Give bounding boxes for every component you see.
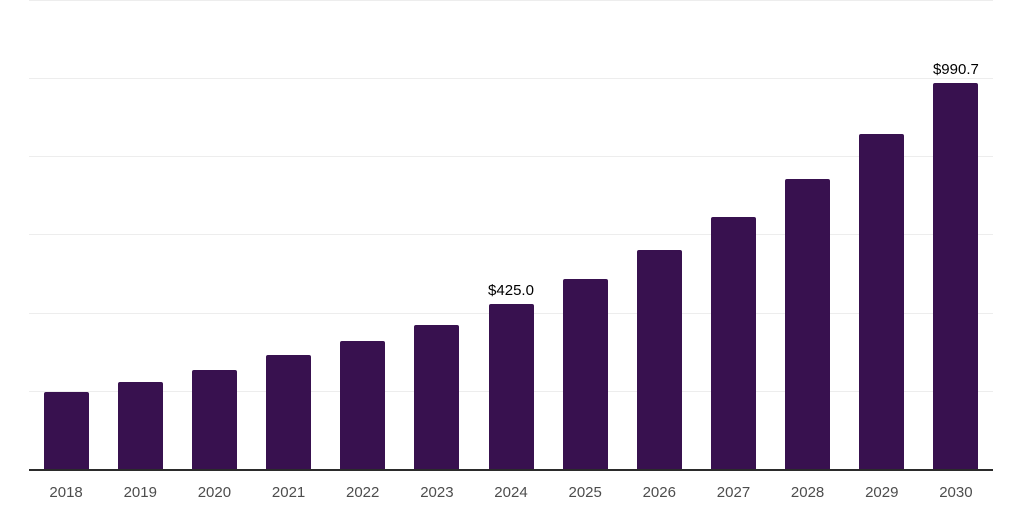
x-tick-2025: 2025 xyxy=(568,484,602,501)
bar-2024 xyxy=(488,303,534,470)
bar-2025 xyxy=(562,278,608,470)
x-tick-2026: 2026 xyxy=(642,484,676,501)
plot-area: 2018 2019 2020 2021 2022 2023 2024 2025 2026 2027… xyxy=(29,0,993,501)
x-tick-2027: 2027 xyxy=(716,484,751,501)
gridline-1000 xyxy=(29,78,993,79)
gridline-800 xyxy=(29,156,993,158)
x-axis-line xyxy=(29,469,993,471)
x-tick-2019: 2019 xyxy=(123,484,157,501)
bar-2029 xyxy=(859,134,905,470)
bar-2022 xyxy=(340,341,386,470)
x-tick-2029: 2029 xyxy=(865,484,899,501)
gridline-1200 xyxy=(29,0,993,1)
bar-2027 xyxy=(711,217,756,470)
bar-2028 xyxy=(785,179,831,470)
bar-2026 xyxy=(636,249,682,470)
x-tick-2030: 2030 xyxy=(939,484,973,501)
x-tick-2021: 2021 xyxy=(271,484,306,501)
x-tick-2022: 2022 xyxy=(346,484,380,501)
bar-2019 xyxy=(117,382,163,470)
value-label-2024: $425.0 xyxy=(488,281,534,299)
x-tick-2023: 2023 xyxy=(420,484,454,501)
value-label-2030: $990.7 xyxy=(932,60,979,78)
bar-2020 xyxy=(191,369,237,470)
bar-2023 xyxy=(414,324,460,470)
x-tick-2028: 2028 xyxy=(790,484,825,501)
x-tick-2018: 2018 xyxy=(49,484,83,501)
bar-2018 xyxy=(43,391,89,470)
bar-2030 xyxy=(933,82,979,470)
gridline-600 xyxy=(29,234,993,236)
x-tick-2024: 2024 xyxy=(494,484,528,501)
x-tick-2020: 2020 xyxy=(197,484,232,501)
bar-2021 xyxy=(266,355,311,470)
